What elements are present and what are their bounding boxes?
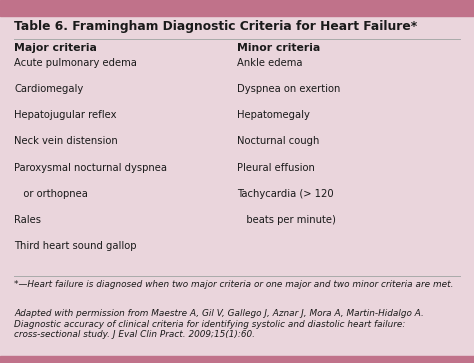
Text: *—Heart failure is diagnosed when two major criteria or one major and two minor : *—Heart failure is diagnosed when two ma… [14, 280, 454, 289]
Text: Nocturnal cough: Nocturnal cough [237, 136, 319, 147]
Bar [0, 356, 474, 363]
Text: Table 6. Framingham Diagnostic Criteria for Heart Failure*: Table 6. Framingham Diagnostic Criteria … [14, 20, 418, 33]
Text: Rales: Rales [14, 215, 41, 225]
Text: Tachycardia (> 120: Tachycardia (> 120 [237, 189, 334, 199]
Text: Minor criteria: Minor criteria [237, 43, 320, 53]
Bar [0, 0, 474, 16]
Text: Major criteria: Major criteria [14, 43, 97, 53]
Text: Acute pulmonary edema: Acute pulmonary edema [14, 58, 137, 68]
Text: Adapted with permission from Maestre A, Gil V, Gallego J, Aznar J, Mora A, Marti: Adapted with permission from Maestre A, … [14, 309, 424, 339]
Text: Hepatomegaly: Hepatomegaly [237, 110, 310, 121]
Text: beats per minute): beats per minute) [237, 215, 336, 225]
Text: Neck vein distension: Neck vein distension [14, 136, 118, 147]
Text: Paroxysmal nocturnal dyspnea: Paroxysmal nocturnal dyspnea [14, 163, 167, 173]
Text: Third heart sound gallop: Third heart sound gallop [14, 241, 137, 251]
Text: Cardiomegaly: Cardiomegaly [14, 84, 83, 94]
Text: Dyspnea on exertion: Dyspnea on exertion [237, 84, 340, 94]
Text: Hepatojugular reflex: Hepatojugular reflex [14, 110, 117, 121]
Text: Pleural effusion: Pleural effusion [237, 163, 315, 173]
Text: or orthopnea: or orthopnea [14, 189, 88, 199]
Text: Ankle edema: Ankle edema [237, 58, 302, 68]
